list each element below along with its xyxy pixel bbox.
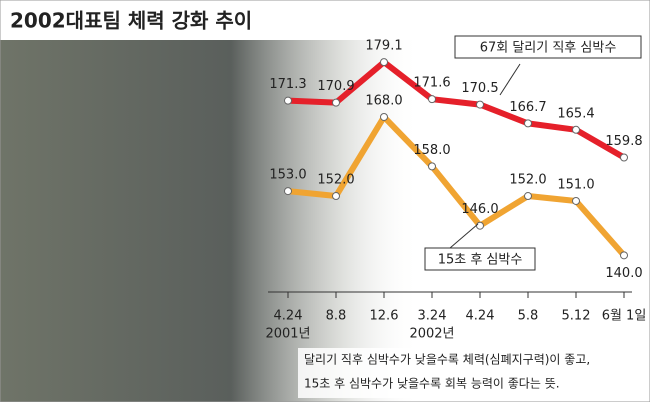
legend-box: [424, 247, 536, 271]
value-label: 170.9: [317, 79, 354, 94]
value-label: 166.7: [509, 100, 546, 115]
caption: 15초 후 심박수가 낮을수록 회복 능력이 좋다는 뜻.: [304, 377, 560, 391]
value-label: 151.0: [557, 177, 594, 192]
caption-box: [298, 348, 644, 398]
legend-pointer: [449, 223, 479, 249]
series-line: [287, 59, 626, 161]
value-label: 168.0: [365, 93, 402, 108]
photo: [0, 40, 420, 402]
point: [620, 251, 628, 260]
legend-pointer: [499, 63, 521, 96]
year-label: 2001년: [265, 327, 310, 342]
value-label: 146.0: [461, 202, 498, 217]
point: [380, 112, 388, 121]
value-label: 179.1: [365, 39, 402, 54]
legend-label: 67회 달리기 직후 심박수: [480, 41, 617, 56]
chart-title: 2002대표팀 체력 강화 추이: [10, 9, 252, 33]
point: [572, 196, 580, 205]
value-label: 158.0: [413, 143, 450, 158]
x-tick-label: 3.24: [418, 309, 447, 324]
legend-label: 15초 후 심박수: [438, 253, 523, 268]
x-tick-label: 5.8: [518, 309, 539, 324]
point: [380, 58, 388, 67]
legend-box: [454, 35, 642, 59]
x-tick-label: 12.6: [370, 309, 399, 324]
year-label: 2002년: [409, 327, 454, 342]
value-label: 152.0: [509, 173, 546, 188]
value-label: 159.8: [605, 134, 642, 149]
point: [284, 187, 292, 196]
point: [332, 192, 340, 201]
value-label: 165.4: [557, 106, 594, 121]
value-label: 140.0: [605, 266, 642, 281]
x-tick-label: 4.24: [466, 309, 495, 324]
value-label: 170.5: [461, 81, 498, 96]
point: [476, 221, 484, 230]
point: [476, 100, 484, 109]
point: [524, 119, 532, 128]
x-tick-label: 8.8: [326, 309, 347, 324]
point: [572, 125, 580, 134]
point: [428, 95, 436, 104]
series-line: [287, 113, 627, 258]
x-tick-label: 4.24: [274, 309, 303, 324]
value-label: 152.0: [317, 173, 354, 188]
point: [524, 192, 532, 201]
value-label: 171.6: [413, 76, 450, 91]
value-label: 171.3: [269, 77, 306, 92]
value-label: 153.0: [269, 168, 306, 183]
x-tick-label: 6월 1일: [602, 309, 647, 324]
point: [284, 96, 292, 105]
x-tick-label: 5.12: [562, 309, 591, 324]
point: [428, 162, 436, 171]
point: [620, 153, 628, 162]
caption: 달리기 직후 심박수가 낮을수록 체력(심폐지구력)이 좋고,: [304, 353, 590, 367]
point: [332, 98, 340, 107]
